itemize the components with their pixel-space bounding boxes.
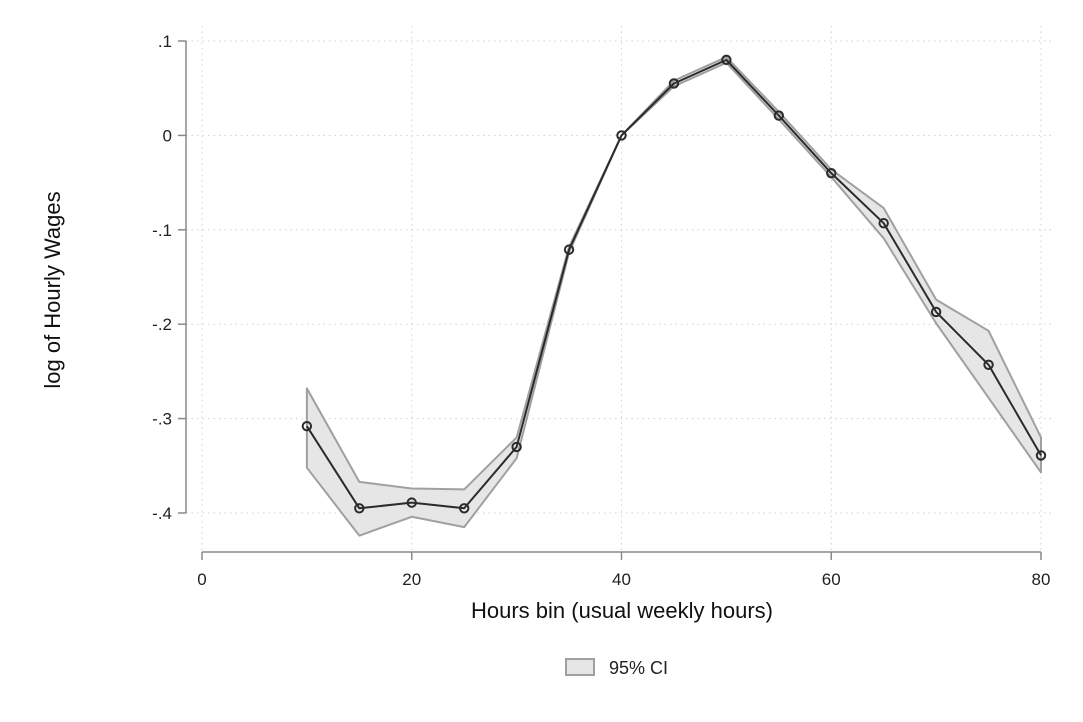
x-ticks: 0 20 40 60 80 <box>197 552 1050 589</box>
data-point <box>301 420 313 432</box>
data-point <box>668 78 680 89</box>
data-point <box>511 441 522 453</box>
estimate-series <box>306 58 1042 510</box>
data-point <box>458 503 470 514</box>
y-tick-label: -.4 <box>152 504 172 523</box>
x-tick-label: 20 <box>402 570 421 589</box>
y-tick-label: -.1 <box>152 221 172 240</box>
data-point <box>354 503 365 514</box>
data-point <box>878 217 889 229</box>
legend-label-ci: 95% CI <box>609 658 668 678</box>
y-tick-label: .1 <box>158 32 172 51</box>
x-tick-label: 40 <box>612 570 631 589</box>
data-point <box>1035 450 1047 461</box>
y-tick-label: -.3 <box>152 410 172 429</box>
legend-swatch-ci <box>565 658 595 676</box>
ci-band <box>305 56 1042 537</box>
y-tick-label: -.2 <box>152 315 172 334</box>
data-point <box>721 54 732 66</box>
data-point <box>826 167 837 179</box>
x-tick-label: 60 <box>822 570 841 589</box>
data-point <box>773 110 785 121</box>
confidence-band <box>305 56 1042 537</box>
data-point <box>983 359 994 370</box>
estimate-line <box>306 58 1042 510</box>
data-point <box>406 497 417 508</box>
x-tick-label: 0 <box>197 570 206 589</box>
data-point <box>563 244 575 255</box>
x-axis-title: Hours bin (usual weekly hours) <box>471 598 773 623</box>
data-point <box>930 306 942 318</box>
legend: 95% CI <box>565 658 668 678</box>
data-point <box>616 130 627 141</box>
y-axis-title: log of Hourly Wages <box>40 191 65 388</box>
y-tick-label: 0 <box>163 126 172 145</box>
y-ticks: .1 0 -.1 -.2 -.3 -.4 <box>152 32 186 523</box>
x-tick-label: 80 <box>1032 570 1051 589</box>
data-points <box>301 54 1047 514</box>
